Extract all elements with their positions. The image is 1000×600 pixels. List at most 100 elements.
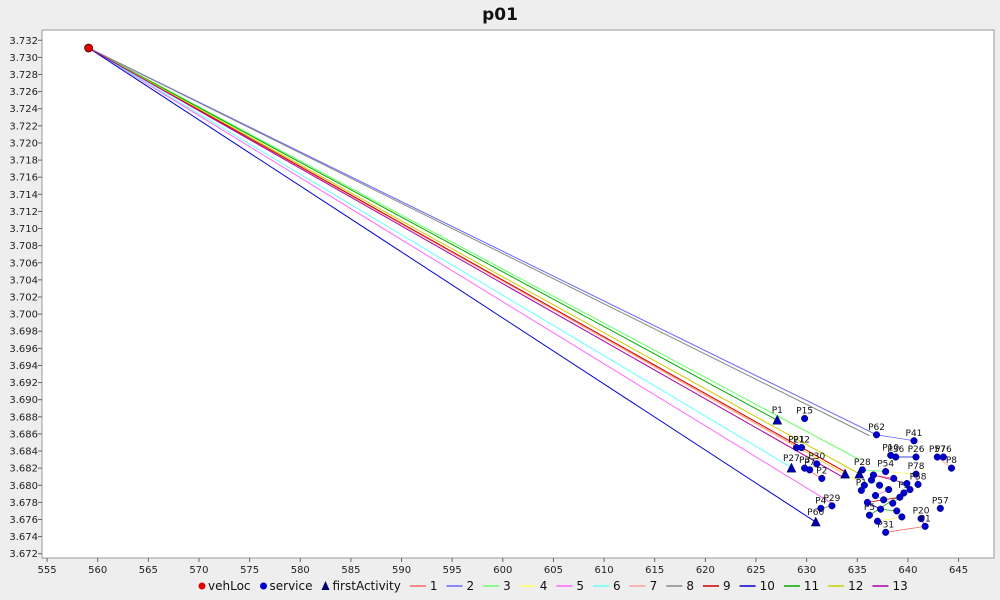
- first-activity-marker: [840, 468, 851, 479]
- service-point: [882, 468, 890, 476]
- y-tick-label: 3.682: [9, 464, 38, 475]
- x-tick-label: 600: [493, 565, 512, 576]
- service-label: P1: [920, 514, 931, 524]
- y-tick-label: 3.680: [9, 481, 38, 492]
- y-tick-label: 3.718: [9, 156, 38, 167]
- plot-area: [41, 29, 995, 559]
- route-line-12: [88, 47, 862, 476]
- service-label: P10: [882, 443, 899, 453]
- x-tick-label: 620: [696, 565, 715, 576]
- service-point: [893, 507, 901, 515]
- service-point: [869, 471, 878, 479]
- service-point: [912, 453, 920, 461]
- chart-title: p01: [482, 5, 518, 25]
- legend-swatch-first-activity: [321, 581, 330, 590]
- service-point: [871, 491, 880, 500]
- route-line-2: [88, 47, 877, 436]
- y-tick-label: 3.728: [9, 70, 38, 81]
- first-activity-marker: [854, 468, 865, 479]
- legend-label: 7: [650, 579, 658, 593]
- first-activity-marker: [772, 414, 783, 425]
- tour-segment: [885, 471, 917, 475]
- route-line-13: [88, 47, 843, 478]
- service-point: [933, 453, 941, 461]
- service-label: P4: [815, 496, 826, 506]
- legend-label: 3: [503, 579, 511, 593]
- service-point: [872, 431, 881, 439]
- first-activity-label: P27: [783, 454, 800, 464]
- service-point: [873, 517, 882, 525]
- service-point: [877, 505, 885, 513]
- service-point: [885, 485, 893, 494]
- service-point: [882, 528, 890, 536]
- route-line-6: [88, 47, 793, 469]
- service-point: [900, 489, 908, 497]
- service-point: [898, 513, 906, 521]
- tour-segment: [876, 434, 915, 442]
- service-label: P3: [799, 456, 810, 466]
- y-tick-label: 3.694: [9, 361, 38, 372]
- y-tick-label: 3.714: [9, 190, 38, 201]
- legend-label: 11: [804, 579, 819, 593]
- service-label: P5: [898, 481, 909, 491]
- x-tick-label: 605: [544, 565, 563, 576]
- first-activity-label: P60: [807, 508, 824, 518]
- service-point: [817, 504, 825, 512]
- service-label: P5: [864, 503, 875, 513]
- first-activity-marker: [810, 516, 821, 527]
- x-tick-label: 580: [291, 565, 310, 576]
- y-tick-label: 3.712: [9, 207, 38, 218]
- vehicle-location-marker: [84, 43, 93, 53]
- x-tick-label: 570: [189, 565, 208, 576]
- service-label: P15: [796, 407, 813, 417]
- service-point: [860, 481, 868, 489]
- route-line-8: [88, 47, 870, 437]
- service-point: [936, 504, 944, 512]
- x-tick-label: 615: [645, 565, 664, 576]
- legend-label: 1: [430, 579, 438, 593]
- first-activity-marker: [786, 462, 797, 473]
- legend-label: 4: [540, 579, 548, 593]
- service-point: [910, 437, 918, 445]
- legend-label: service: [270, 579, 313, 593]
- x-tick-label: 555: [38, 565, 57, 576]
- service-label: P20: [913, 507, 930, 517]
- service-label: P28: [854, 458, 871, 468]
- route-line-9: [88, 47, 847, 473]
- service-label: P7: [804, 458, 815, 468]
- service-point: [865, 511, 873, 519]
- service-label: P54: [877, 460, 894, 470]
- service-point: [818, 474, 826, 482]
- service-point: [828, 502, 836, 510]
- route-line-10: [88, 47, 817, 523]
- legend-label: 13: [892, 579, 907, 593]
- tour-segment: [862, 469, 886, 472]
- y-tick-label: 3.684: [9, 447, 38, 458]
- service-label: P1: [856, 478, 867, 488]
- y-tick-label: 3.704: [9, 275, 38, 286]
- service-point: [880, 496, 888, 504]
- service-point: [801, 464, 809, 472]
- legend-swatch-service: [260, 582, 268, 590]
- service-point: [801, 414, 809, 423]
- legend-label: 10: [760, 579, 775, 593]
- service-label: P29: [824, 494, 841, 504]
- legend: vehLoc service firstActivity 1 2 3 4 5 6 7 8 9 10 11 1…: [198, 579, 908, 593]
- legend-label: firstActivity: [333, 579, 401, 593]
- route-line-5: [88, 47, 834, 505]
- service-label: P8: [946, 456, 957, 466]
- legend-label: 6: [613, 579, 621, 593]
- service-label: P58: [910, 472, 927, 482]
- y-tick-label: 3.676: [9, 515, 38, 526]
- first-activity-label: P1: [772, 406, 783, 416]
- y-tick-label: 3.690: [9, 395, 38, 406]
- service-label: P57: [932, 496, 949, 506]
- legend-label: vehLoc: [208, 579, 251, 593]
- legend-swatch-vehloc: [198, 582, 206, 590]
- legend-label: 12: [848, 579, 863, 593]
- x-tick-label: 610: [595, 565, 614, 576]
- route-line-3: [88, 47, 860, 461]
- y-tick-label: 3.732: [9, 36, 38, 47]
